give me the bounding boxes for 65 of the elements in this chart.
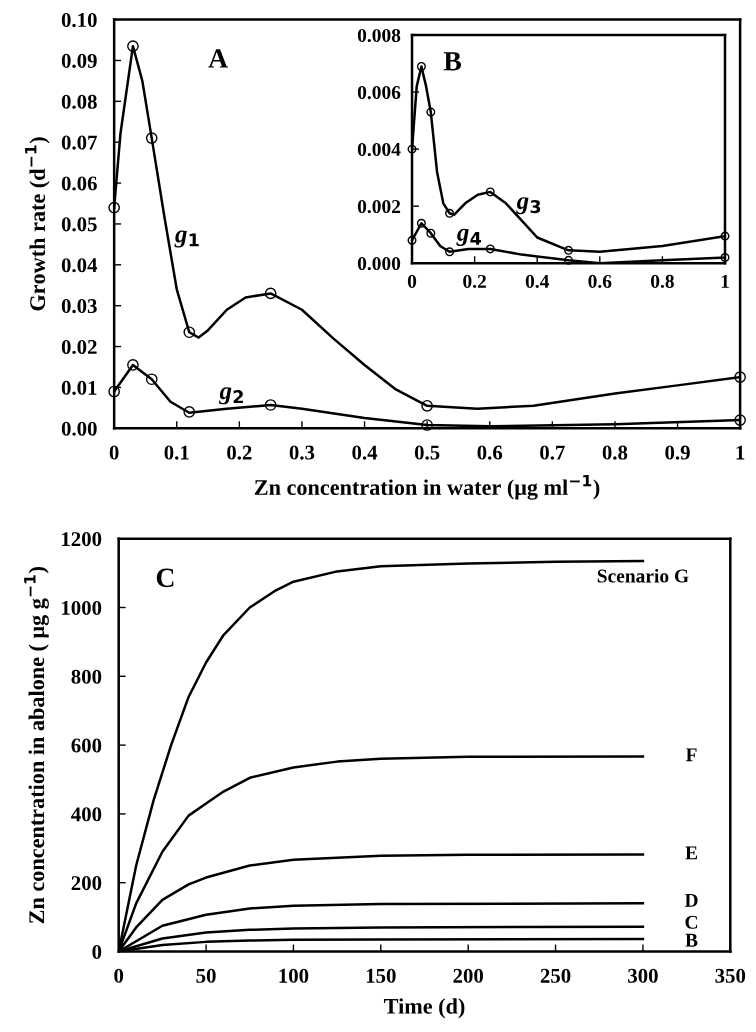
- y-tick-label: 0.08: [61, 94, 97, 109]
- y-tick-label: 0.07: [61, 135, 97, 150]
- y-tick-label: 800: [71, 669, 102, 684]
- x-tick-label: 0.8: [602, 445, 628, 460]
- x-axis-title: Zn concentration in water (μg ml$^{−1}$): [254, 474, 600, 500]
- annotation: A: [208, 49, 228, 68]
- series-label: g$_{3}$: [516, 197, 541, 215]
- x-tick-label: 0.1: [164, 445, 189, 460]
- y-axis-title: Zn concentration in abalone ( μg g$^{−1}$): [24, 567, 49, 924]
- series-label: g$_{4}$: [456, 228, 481, 246]
- y-tick-label: 400: [71, 807, 102, 822]
- x-tick-label: 0.8: [651, 274, 674, 289]
- x-tick-label: 0.2: [227, 445, 252, 460]
- y-tick-label: 0.10: [61, 12, 97, 28]
- y-tick-label: 0.008: [357, 28, 401, 43]
- y-tick-label: 0.01: [61, 380, 97, 395]
- y-tick-label: 0.002: [357, 199, 401, 214]
- x-tick-label: 0.6: [477, 445, 503, 460]
- x-tick-label: 50: [196, 968, 216, 983]
- series-label: g$_{1}$: [174, 230, 199, 248]
- series-label: g$_{2}$: [219, 387, 243, 405]
- x-tick-label: 0.3: [289, 445, 315, 460]
- annotation: C: [156, 568, 174, 588]
- text: B: [685, 933, 698, 947]
- x-tick-label: 300: [628, 968, 658, 983]
- y-tick-label: 1200: [62, 532, 102, 547]
- x-tick-label: 0.2: [463, 274, 486, 289]
- y-tick-label: 0.02: [61, 339, 97, 355]
- x-tick-label: 0: [407, 274, 417, 288]
- x-tick-label: 1: [736, 445, 745, 460]
- x-tick-label: 0.6: [588, 274, 612, 289]
- y-tick-label: 600: [71, 738, 102, 753]
- x-tick-label: 0.7: [540, 445, 565, 460]
- x-tick-label: 200: [453, 968, 484, 983]
- y-tick-label: 0.09: [61, 53, 97, 68]
- y-tick-label: 0.06: [61, 176, 97, 191]
- y-tick-label: 0.00: [61, 421, 97, 436]
- x-tick-label: 250: [540, 968, 571, 983]
- y-tick-label: 0.006: [357, 85, 401, 100]
- y-tick-label: 0.004: [357, 142, 401, 157]
- text: D: [684, 893, 698, 907]
- x-tick-label: 0.4: [352, 445, 378, 460]
- y-tick-label: 0.04: [61, 258, 98, 273]
- x-tick-label: 150: [366, 968, 396, 983]
- y-tick-label: 0.03: [61, 299, 97, 314]
- x-tick-label: 350: [715, 968, 746, 983]
- x-tick-label: 1: [721, 274, 729, 288]
- y-tick-label: 0: [92, 944, 102, 959]
- text: C: [685, 915, 698, 929]
- x-tick-label: 0.9: [665, 445, 690, 460]
- y-tick-label: 0.000: [357, 256, 401, 271]
- x-tick-label: 0.4: [525, 274, 549, 289]
- y-tick-label: 200: [71, 876, 102, 891]
- text: E: [685, 846, 698, 860]
- y-tick-label: 0.05: [61, 217, 97, 232]
- x-axis-title: Time (d): [383, 998, 465, 1019]
- annotation: B: [443, 52, 462, 71]
- x-tick-label: 0.5: [414, 445, 440, 460]
- x-tick-label: 0: [114, 968, 124, 983]
- y-tick-label: 1000: [62, 600, 102, 615]
- series-label: Scenario G: [597, 568, 689, 583]
- x-tick-label: 100: [279, 968, 309, 983]
- x-tick-label: 0: [109, 445, 119, 460]
- text: F: [685, 748, 697, 762]
- y-axis-title: Growth rate (d$^{−1}$): [25, 137, 50, 311]
